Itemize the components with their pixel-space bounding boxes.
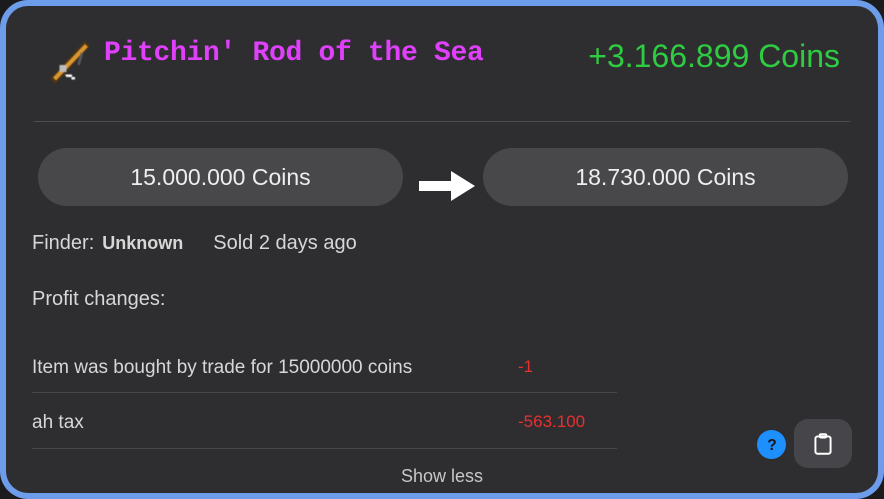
svg-text:?: ?: [767, 437, 777, 454]
